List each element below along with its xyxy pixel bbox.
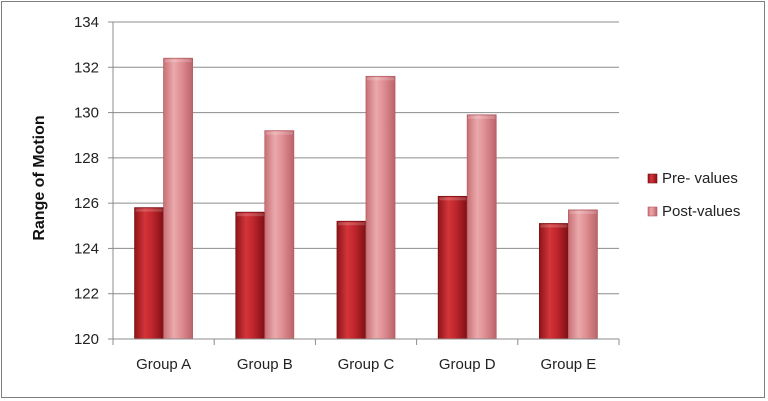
bar-pre-values-group-e [539, 223, 569, 340]
legend: Pre- values Post-values [647, 170, 740, 220]
x-axis: Group A Group B Group C Group D Group E [112, 338, 620, 373]
bar-highlight [135, 208, 163, 212]
y-tick-label: 122 [74, 286, 99, 303]
y-axis-title: Range of Motion [31, 115, 48, 240]
legend-label: Post-values [662, 203, 740, 220]
bar-highlight [338, 222, 365, 226]
bar-highlight [265, 131, 293, 135]
bar-highlight [236, 213, 264, 217]
y-tick-label: 128 [74, 150, 99, 167]
x-tick-label: Group C [338, 356, 395, 373]
bar-pre-values-group-c [336, 220, 367, 340]
y-tick-label: 134 [74, 14, 99, 31]
x-tick-label: Group B [237, 356, 293, 373]
bar-pre-values-group-a [134, 207, 165, 340]
bar-post-values-group-e [568, 209, 598, 340]
bars [134, 57, 598, 340]
bar-highlight [439, 197, 467, 201]
legend-swatch [647, 206, 658, 217]
bar-highlight [468, 115, 496, 119]
bar-highlight [164, 59, 192, 63]
y-tick-label: 132 [74, 59, 99, 76]
bar-highlight [367, 77, 394, 81]
legend-swatch [647, 173, 658, 184]
y-tick-label: 126 [74, 195, 99, 212]
y-tick-label: 120 [74, 331, 99, 348]
bar-post-values-group-c [365, 75, 396, 340]
y-tick-label: 130 [74, 105, 99, 122]
x-tick-label: Group D [439, 356, 496, 373]
bar-post-values-group-a [163, 57, 194, 340]
y-tick-label: 124 [74, 240, 99, 257]
legend-label: Pre- values [662, 170, 738, 187]
y-axis: 120 122 124 126 128 130 132 134 [74, 14, 114, 348]
bar-highlight [540, 224, 568, 228]
x-tick-label: Group A [136, 356, 191, 373]
bar-post-values-group-b [264, 130, 295, 340]
x-tick-label: Group E [540, 356, 596, 373]
bar-pre-values-group-b [235, 211, 266, 340]
bar-pre-values-group-d [437, 195, 468, 340]
bar-highlight [569, 210, 597, 214]
bar-post-values-group-d [466, 114, 497, 340]
